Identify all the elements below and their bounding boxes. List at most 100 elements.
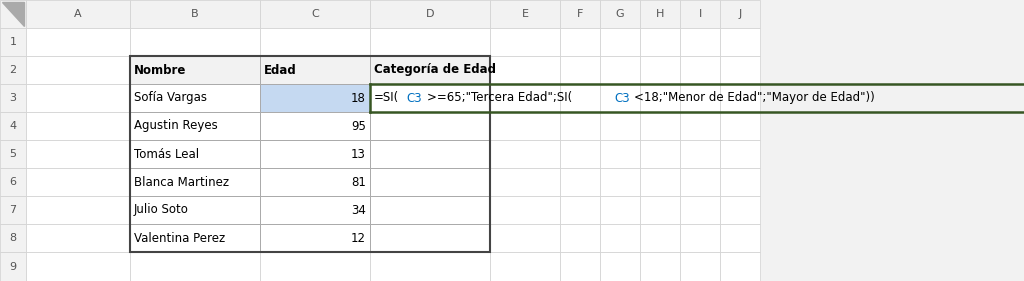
Bar bbox=[370, 196, 490, 224]
Text: 7: 7 bbox=[9, 205, 16, 215]
Bar bbox=[680, 84, 720, 112]
Text: G: G bbox=[615, 9, 625, 19]
Text: I: I bbox=[698, 9, 701, 19]
Bar bbox=[370, 56, 490, 84]
Bar bbox=[720, 0, 760, 28]
Text: 95: 95 bbox=[351, 119, 366, 133]
Bar bbox=[260, 84, 370, 112]
Text: D: D bbox=[426, 9, 434, 19]
Bar bbox=[680, 196, 720, 224]
Text: H: H bbox=[655, 9, 665, 19]
Bar bbox=[370, 196, 490, 224]
Text: Nombre: Nombre bbox=[134, 64, 186, 76]
Bar bbox=[0, 28, 26, 56]
Bar bbox=[720, 168, 760, 196]
Bar bbox=[130, 168, 260, 196]
Bar bbox=[640, 252, 680, 281]
Bar bbox=[0, 0, 26, 28]
Bar bbox=[640, 224, 680, 252]
Bar bbox=[26, 112, 130, 140]
Bar bbox=[640, 28, 680, 56]
Text: >=65;"Tercera Edad";SI(: >=65;"Tercera Edad";SI( bbox=[427, 92, 572, 105]
Text: Sofía Vargas: Sofía Vargas bbox=[134, 92, 207, 105]
Bar bbox=[370, 112, 490, 140]
Bar bbox=[370, 0, 490, 28]
Bar bbox=[720, 196, 760, 224]
Bar bbox=[130, 56, 260, 84]
Bar bbox=[490, 112, 560, 140]
Bar bbox=[600, 56, 640, 84]
Text: C3: C3 bbox=[407, 92, 422, 105]
Bar bbox=[600, 168, 640, 196]
Bar bbox=[0, 196, 26, 224]
Bar bbox=[560, 28, 600, 56]
Bar bbox=[130, 28, 260, 56]
Bar bbox=[130, 56, 260, 84]
Bar bbox=[600, 0, 640, 28]
Bar bbox=[560, 112, 600, 140]
Bar bbox=[490, 224, 560, 252]
Bar bbox=[680, 252, 720, 281]
Bar bbox=[720, 84, 760, 112]
Bar bbox=[720, 112, 760, 140]
Text: 81: 81 bbox=[351, 176, 366, 189]
Bar bbox=[0, 84, 26, 112]
Bar bbox=[370, 168, 490, 196]
Bar bbox=[560, 252, 600, 281]
Bar bbox=[370, 140, 490, 168]
Text: 5: 5 bbox=[9, 149, 16, 159]
Bar bbox=[720, 140, 760, 168]
Bar bbox=[26, 140, 130, 168]
Bar bbox=[640, 112, 680, 140]
Text: F: F bbox=[577, 9, 584, 19]
Bar bbox=[680, 224, 720, 252]
Bar bbox=[26, 84, 130, 112]
Bar bbox=[0, 252, 26, 281]
Bar bbox=[130, 56, 490, 252]
Bar bbox=[260, 84, 370, 112]
Bar bbox=[130, 84, 260, 112]
Bar bbox=[600, 196, 640, 224]
Text: 34: 34 bbox=[351, 203, 366, 216]
Bar bbox=[0, 112, 26, 140]
Bar bbox=[370, 84, 490, 112]
Bar bbox=[260, 140, 370, 168]
Bar bbox=[260, 0, 370, 28]
Bar bbox=[560, 84, 600, 112]
Bar bbox=[490, 28, 560, 56]
Bar bbox=[260, 112, 370, 140]
Bar bbox=[130, 0, 260, 28]
Text: Agustin Reyes: Agustin Reyes bbox=[134, 119, 218, 133]
Bar bbox=[600, 112, 640, 140]
Bar bbox=[26, 196, 130, 224]
Bar bbox=[130, 112, 260, 140]
Bar bbox=[130, 140, 260, 168]
Bar bbox=[130, 168, 260, 196]
Bar bbox=[640, 56, 680, 84]
Bar bbox=[260, 196, 370, 224]
Text: A: A bbox=[74, 9, 82, 19]
Bar bbox=[680, 112, 720, 140]
Polygon shape bbox=[2, 2, 24, 26]
Bar bbox=[680, 0, 720, 28]
Bar bbox=[260, 252, 370, 281]
Bar bbox=[680, 56, 720, 84]
Bar bbox=[560, 56, 600, 84]
Bar bbox=[26, 0, 130, 28]
Text: C: C bbox=[311, 9, 318, 19]
Bar bbox=[490, 168, 560, 196]
Text: 1: 1 bbox=[9, 37, 16, 47]
Bar bbox=[490, 140, 560, 168]
Bar bbox=[370, 224, 490, 252]
Bar bbox=[370, 56, 490, 84]
Text: J: J bbox=[738, 9, 741, 19]
Bar bbox=[370, 84, 490, 112]
Text: Edad: Edad bbox=[264, 64, 297, 76]
Bar bbox=[370, 168, 490, 196]
Text: Valentina Perez: Valentina Perez bbox=[134, 232, 225, 244]
Bar bbox=[260, 168, 370, 196]
Bar bbox=[680, 140, 720, 168]
Bar bbox=[370, 140, 490, 168]
Text: 9: 9 bbox=[9, 262, 16, 271]
Bar bbox=[370, 112, 490, 140]
